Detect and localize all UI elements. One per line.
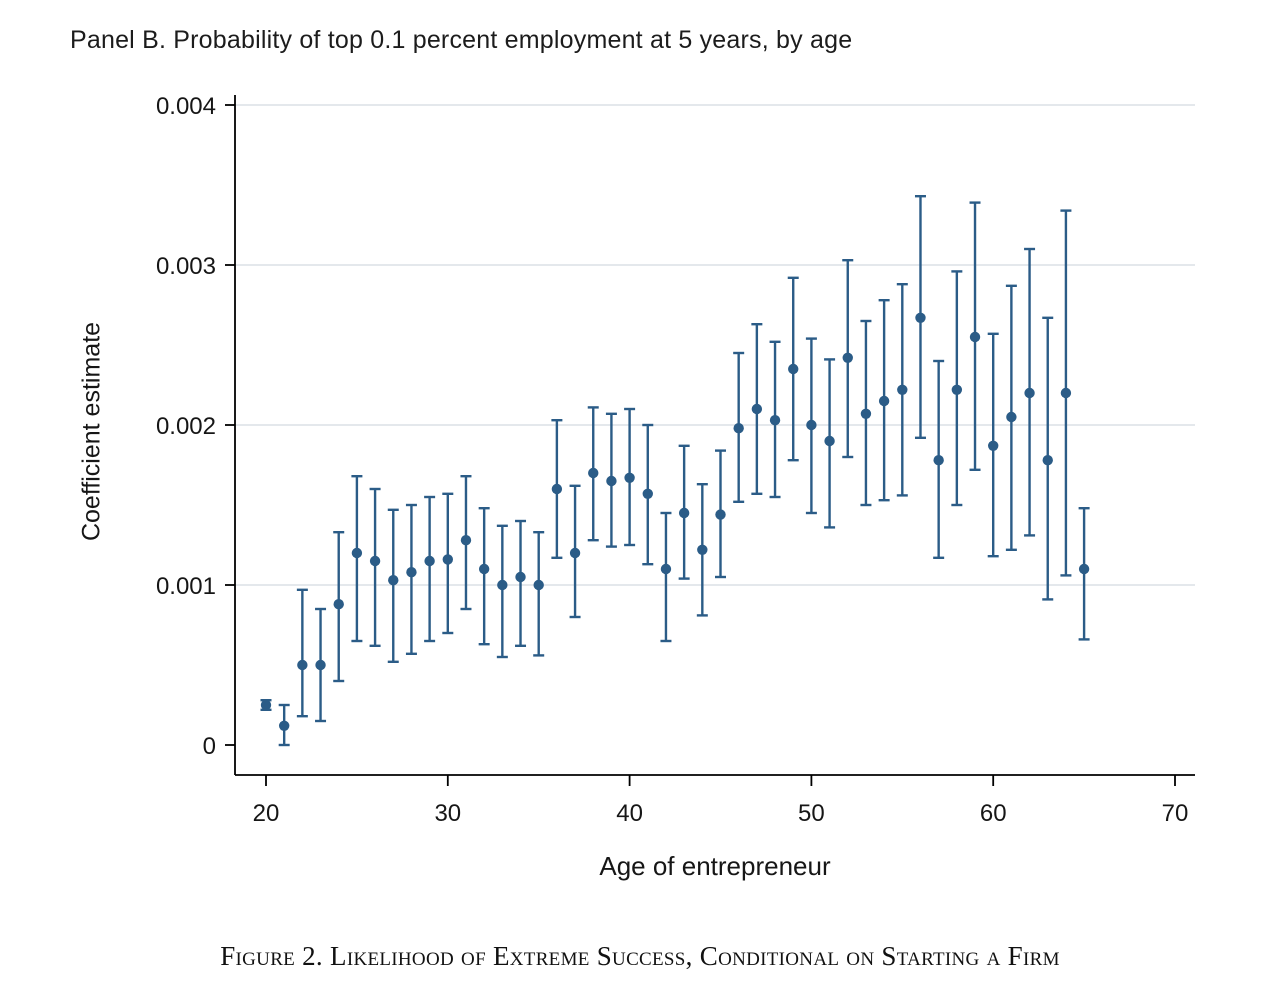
point-marker [769, 415, 781, 426]
y-tick-label: 0 [203, 733, 216, 760]
point-marker [678, 507, 690, 519]
point-marker [642, 488, 653, 499]
point-marker [351, 547, 363, 559]
point-marker [569, 547, 581, 559]
x-tick-label: 50 [798, 800, 825, 827]
y-axis-title: Coefficient estimate [77, 321, 106, 542]
point-marker [624, 472, 635, 483]
point-marker [424, 555, 435, 567]
point-marker [442, 554, 453, 565]
y-tick-label: 0.001 [156, 573, 216, 600]
point-marker [406, 567, 417, 578]
point-marker [878, 395, 890, 407]
figure-caption: Figure 2. Likelihood of Extreme Success,… [220, 941, 1060, 971]
point-marker [515, 571, 526, 583]
point-marker [1006, 411, 1017, 423]
point-marker [897, 384, 908, 395]
point-marker [533, 579, 544, 591]
y-tick-label: 0.003 [156, 253, 216, 280]
point-marker [497, 579, 508, 591]
point-marker [260, 699, 272, 711]
point-marker [333, 599, 344, 610]
point-marker [660, 563, 672, 575]
point-marker [1042, 455, 1053, 466]
point-marker [1060, 387, 1072, 399]
point-marker [824, 435, 835, 447]
point-marker [478, 563, 490, 575]
panel-title: Panel B. Probability of top 0.1 percent … [70, 26, 853, 54]
y-tick-label: 0.004 [156, 93, 216, 120]
x-tick-label: 40 [616, 800, 643, 827]
point-marker [1024, 387, 1035, 399]
x-tick-label: 20 [253, 800, 280, 827]
x-axis-title: Age of entrepreneur [599, 851, 831, 881]
point-marker [715, 509, 726, 520]
point-marker [969, 331, 981, 343]
point-marker [606, 475, 617, 487]
point-marker [278, 720, 290, 731]
point-marker [860, 408, 872, 419]
point-marker [460, 535, 472, 546]
point-marker [1078, 563, 1090, 575]
point-marker [369, 555, 381, 567]
point-marker [551, 483, 563, 495]
point-marker [315, 659, 326, 671]
point-marker [951, 384, 963, 395]
point-marker [788, 363, 799, 375]
point-marker [842, 352, 853, 363]
point-marker [733, 423, 744, 434]
x-tick-label: 70 [1162, 800, 1189, 827]
point-marker [297, 659, 308, 671]
point-marker [933, 455, 944, 466]
point-marker [751, 403, 763, 415]
point-marker [388, 575, 399, 586]
x-tick-label: 60 [980, 800, 1007, 827]
y-tick-label: 0.002 [156, 413, 216, 440]
point-marker [806, 419, 817, 431]
point-marker [988, 440, 999, 451]
x-tick-label: 30 [434, 800, 461, 827]
point-marker [588, 467, 599, 479]
point-marker [915, 312, 926, 323]
point-marker [697, 544, 708, 555]
